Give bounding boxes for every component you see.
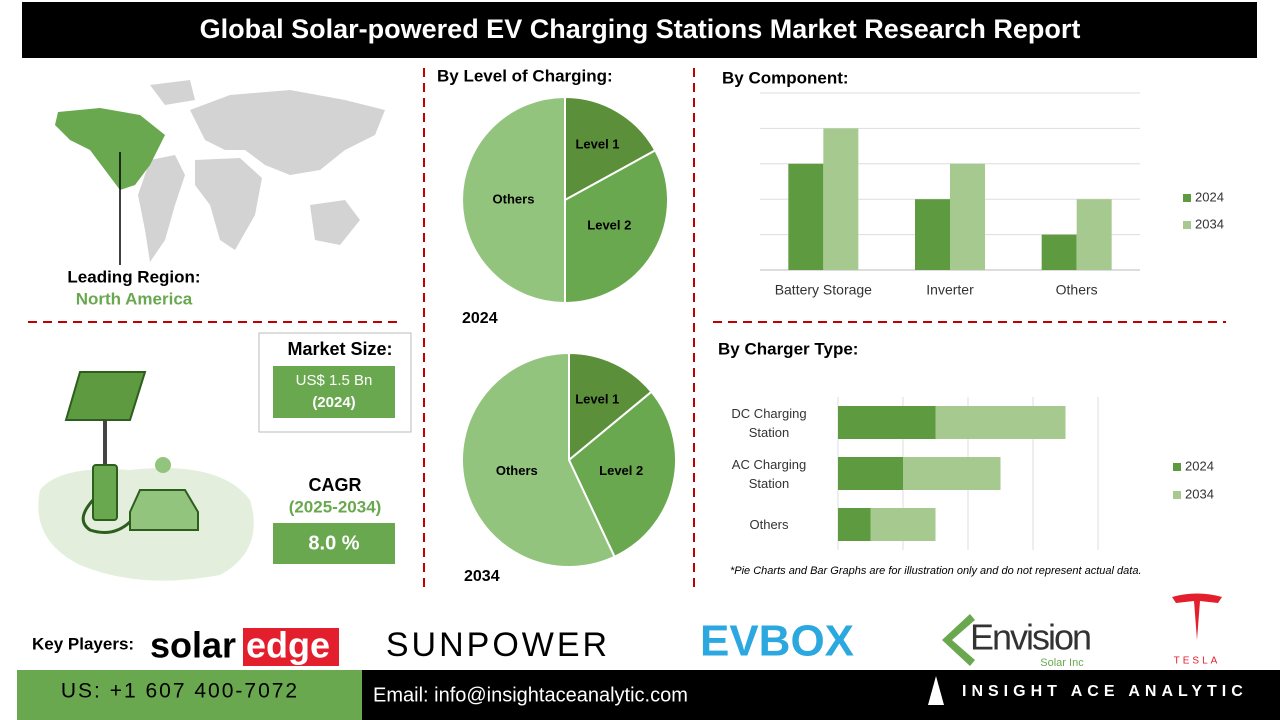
footer-email: Email: info@insightaceanalytic.com bbox=[373, 684, 688, 706]
bar bbox=[950, 163, 985, 270]
region-value: North America bbox=[76, 289, 193, 308]
footer-phone: US: +1 607 400-7072 bbox=[61, 680, 299, 703]
x-tick-label: Others bbox=[1056, 282, 1098, 298]
x-tick-label: Inverter bbox=[926, 282, 974, 298]
legend-swatch bbox=[1173, 491, 1181, 499]
market-size-value: US$ 1.5 Bn bbox=[296, 372, 373, 389]
slice-label: Level 2 bbox=[599, 463, 643, 478]
bar bbox=[915, 199, 950, 270]
pie-slice bbox=[568, 351, 653, 463]
pie-slice bbox=[564, 95, 657, 202]
bar-segment bbox=[838, 508, 871, 541]
player-logo: Envision bbox=[970, 617, 1090, 658]
legend-swatch bbox=[1173, 463, 1181, 471]
bar-segment bbox=[838, 457, 903, 490]
bar-title: By Component: bbox=[722, 68, 849, 87]
legend-label: 2024 bbox=[1185, 458, 1214, 473]
world-map bbox=[138, 80, 385, 262]
pie-slice bbox=[461, 95, 566, 305]
bar bbox=[823, 128, 859, 270]
north-america bbox=[55, 108, 165, 190]
slice-label: Others bbox=[496, 463, 538, 478]
region-label: Leading Region: bbox=[67, 267, 200, 286]
legend-label: 2034 bbox=[1185, 486, 1214, 501]
cagr-value: 8.0 % bbox=[308, 532, 359, 554]
pie-title: By Level of Charging: bbox=[437, 66, 613, 85]
header-bar bbox=[22, 2, 1257, 58]
slice-label: Level 2 bbox=[587, 218, 631, 233]
cagr-label: CAGR bbox=[309, 475, 362, 495]
market-size-value-box bbox=[273, 366, 395, 418]
market-size-year: (2024) bbox=[312, 394, 355, 411]
y-tick-label: AC Charging Station bbox=[731, 456, 807, 491]
slice-label: Level 1 bbox=[575, 391, 619, 406]
pie-year: 2034 bbox=[464, 568, 500, 585]
ev-illustration bbox=[38, 371, 254, 581]
legend-swatch bbox=[1183, 221, 1191, 229]
y-tick-label: Others bbox=[749, 517, 789, 532]
slice-label: Level 1 bbox=[575, 136, 619, 151]
tesla-icon bbox=[1172, 593, 1222, 640]
dividers bbox=[28, 68, 1226, 590]
footer-brand: INSIGHT ACE ANALYTIC bbox=[962, 683, 1248, 700]
y-tick-label: DC Charging Station bbox=[731, 405, 807, 440]
legend-label: 2024 bbox=[1195, 189, 1224, 204]
envision-icon bbox=[942, 614, 975, 666]
footer-bar bbox=[362, 670, 1280, 720]
player-logo: edge bbox=[246, 625, 330, 666]
pie-year: 2024 bbox=[462, 310, 498, 327]
cagr-period: (2025-2034) bbox=[289, 497, 382, 516]
page-title: Global Solar-powered EV Charging Station… bbox=[200, 14, 1081, 44]
bar-segment bbox=[838, 406, 936, 439]
bar-segment bbox=[935, 406, 1066, 439]
bar bbox=[1076, 199, 1112, 270]
legend-swatch bbox=[1183, 194, 1191, 202]
hbar-title: By Charger Type: bbox=[718, 339, 858, 358]
slice-label: Others bbox=[493, 191, 535, 206]
x-tick-label: Battery Storage bbox=[775, 282, 872, 298]
bar-segment bbox=[870, 508, 936, 541]
player-logo: Solar Inc bbox=[1040, 657, 1084, 669]
cagr-value-box bbox=[273, 523, 395, 564]
player-logo: solar bbox=[150, 625, 236, 666]
player-logo: SUNPOWER bbox=[386, 626, 610, 664]
player-logo: EVBOX bbox=[700, 617, 854, 666]
logo-box bbox=[243, 628, 339, 666]
legend-label: 2034 bbox=[1195, 216, 1224, 231]
player-logo: TESLA bbox=[1174, 656, 1221, 667]
pie-slice bbox=[564, 149, 669, 305]
note: *Pie Charts and Bar Graphs are for illus… bbox=[730, 565, 1142, 577]
bar-segment bbox=[903, 457, 1001, 490]
brand-icon bbox=[928, 676, 944, 705]
bar bbox=[788, 163, 824, 270]
bar bbox=[1041, 234, 1077, 270]
pie-slice bbox=[461, 351, 616, 568]
market-size-label: Market Size: bbox=[287, 339, 392, 359]
footer-phone-box bbox=[17, 670, 362, 720]
players-label: Key Players: bbox=[32, 634, 134, 653]
